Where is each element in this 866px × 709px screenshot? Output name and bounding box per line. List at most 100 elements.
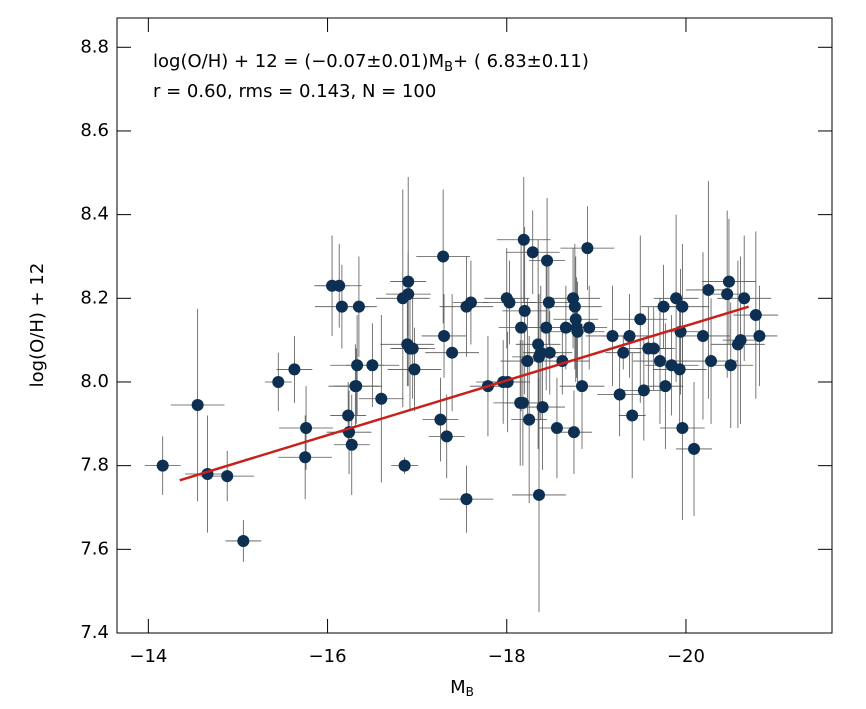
point <box>571 325 584 338</box>
point <box>673 363 686 376</box>
point <box>724 359 737 372</box>
point <box>606 329 619 342</box>
point <box>623 329 636 342</box>
point <box>696 329 709 342</box>
point <box>559 321 572 334</box>
point <box>653 355 666 368</box>
point <box>191 398 204 411</box>
point <box>237 534 250 547</box>
point <box>345 438 358 451</box>
point <box>366 359 379 372</box>
point <box>440 430 453 443</box>
point <box>517 233 530 246</box>
point <box>659 380 672 393</box>
y-tick-label: 7.6 <box>80 538 109 559</box>
x-axis-label-main: M <box>450 677 466 698</box>
point <box>613 388 626 401</box>
point <box>437 250 450 263</box>
x-tick-label: −20 <box>667 646 705 667</box>
x-axis-label-sub: B <box>466 685 474 699</box>
point <box>670 292 683 305</box>
annotation-part: B <box>444 60 453 75</box>
point <box>721 288 734 301</box>
annotation-part: log(O/H) + 12 = (−0.07±0.01)M <box>153 51 444 72</box>
point <box>434 413 447 426</box>
point <box>516 396 529 409</box>
y-tick-label: 8.4 <box>80 204 109 225</box>
point <box>402 288 415 301</box>
point <box>634 313 647 326</box>
point <box>647 342 660 355</box>
point <box>540 321 553 334</box>
point <box>342 409 355 422</box>
point <box>583 321 596 334</box>
point <box>335 300 348 313</box>
point <box>688 442 701 455</box>
point <box>536 401 549 414</box>
point <box>734 334 747 347</box>
point <box>408 363 421 376</box>
y-tick-label: 7.4 <box>80 622 109 643</box>
point <box>543 346 556 359</box>
y-axis-label: log(O/H) + 12 <box>27 263 48 388</box>
point <box>299 451 312 464</box>
point <box>617 346 630 359</box>
point <box>626 409 639 422</box>
annotation: r = 0.60, rms = 0.143, N = 100 <box>153 81 436 102</box>
y-tick-label: 8.8 <box>80 36 109 57</box>
x-tick-label: −16 <box>309 646 347 667</box>
point <box>657 300 670 313</box>
point <box>460 493 473 506</box>
point <box>375 392 388 405</box>
y-tick-label: 8.6 <box>80 120 109 141</box>
point <box>550 422 563 434</box>
point <box>515 321 528 334</box>
point <box>272 375 285 388</box>
point <box>438 329 451 342</box>
point <box>398 459 411 472</box>
point <box>542 296 555 309</box>
point <box>749 309 762 322</box>
point <box>503 296 516 309</box>
annotation-part: r = 0.60, rms = 0.143, N = 100 <box>153 81 436 102</box>
point <box>351 359 364 372</box>
y-tick-label: 8.2 <box>80 287 109 308</box>
point <box>521 355 534 368</box>
point <box>753 329 766 342</box>
point <box>518 304 531 317</box>
point <box>581 242 594 255</box>
point <box>576 380 589 393</box>
point <box>464 296 477 309</box>
annotation-part: + ( 6.83±0.11) <box>453 51 589 72</box>
point <box>300 422 313 434</box>
x-axis-label: MB <box>450 677 474 699</box>
point <box>676 422 689 434</box>
point <box>446 346 459 359</box>
point <box>288 363 301 376</box>
point <box>722 275 735 288</box>
plot-frame <box>116 17 833 634</box>
point <box>523 413 536 426</box>
x-tick-label: −18 <box>488 646 526 667</box>
point <box>738 292 751 305</box>
point <box>352 300 365 313</box>
point <box>406 342 419 355</box>
point <box>702 283 715 296</box>
fit-line <box>179 305 750 482</box>
point <box>568 300 581 313</box>
point <box>156 459 169 472</box>
point <box>534 346 547 359</box>
x-tick-label: −14 <box>129 646 167 667</box>
point <box>533 488 546 501</box>
point <box>567 426 580 439</box>
point <box>541 254 554 267</box>
point <box>333 279 346 292</box>
y-tick-label: 7.8 <box>80 455 109 476</box>
point <box>526 246 539 259</box>
y-tick-label: 8.0 <box>80 371 109 392</box>
point <box>350 380 363 393</box>
point <box>402 275 415 288</box>
point <box>637 384 650 397</box>
